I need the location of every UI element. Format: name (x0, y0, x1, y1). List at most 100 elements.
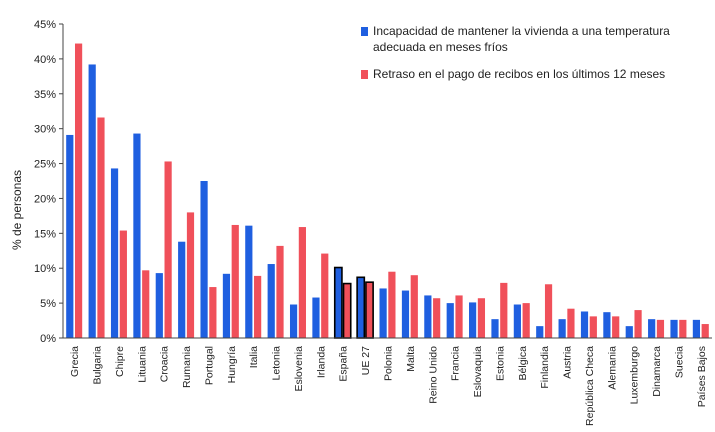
bar-temperatura (133, 133, 141, 338)
legend-label: Retraso en el pago de recibos en los últ… (373, 67, 665, 81)
bar-recibos (186, 212, 195, 338)
bar-temperatura (66, 134, 74, 338)
x-axis: Grecia Bulgaria Chipre Lituania Croacia Ruman… (63, 337, 712, 426)
bar-temperatura (312, 297, 320, 338)
bar-temperatura (469, 302, 477, 338)
bar-recibos (119, 230, 127, 338)
bar-recibos (97, 117, 105, 338)
bar-temperatura (446, 303, 454, 338)
bar-temperatura (625, 326, 633, 338)
bar-temperatura (424, 295, 432, 338)
bar-temperatura (603, 312, 611, 338)
y-tick-label: 35% (34, 89, 56, 101)
x-tick-label: Irlanda (315, 346, 327, 378)
x-tick-label: Luxemburgo (629, 346, 641, 405)
x-tick-label: Portugal (203, 346, 215, 385)
bar-recibos (388, 271, 396, 338)
x-tick-label: Alemania (606, 346, 618, 390)
y-axis: 0% 5% 10% 15% 20% 25% 30% 35% 40% 45% (34, 19, 64, 345)
bar-temperatura (692, 319, 701, 338)
bar-recibos (342, 282, 352, 339)
x-tick-label: España (338, 346, 350, 382)
x-tick-label: Polonia (383, 346, 395, 381)
bar-recibos (567, 308, 575, 338)
bar-temperatura (222, 273, 231, 338)
bar-recibos (589, 316, 597, 338)
bar-recibos (679, 319, 687, 338)
bar-recibos (209, 287, 217, 338)
x-tick-label: República Checa (584, 346, 596, 426)
bar-recibos (164, 161, 172, 338)
legend: Incapacidad de mantener la vivienda a un… (361, 24, 670, 81)
bar-recibos (500, 282, 508, 338)
bar-temperatura (333, 266, 343, 339)
legend-swatch (361, 70, 368, 79)
x-tick-label: Italia (248, 346, 260, 368)
x-tick-label: Grecia (69, 346, 81, 377)
bar-recibos (231, 224, 239, 338)
x-tick-label: Rumania (181, 346, 193, 388)
bar-temperatura (580, 311, 589, 338)
y-tick-label: 45% (34, 19, 56, 31)
bar-recibos (433, 298, 441, 338)
y-tick-label: 0% (40, 333, 56, 345)
x-tick-label: Estonia (494, 346, 506, 381)
x-tick-label: Reino Unido (427, 346, 439, 404)
legend-swatch (361, 27, 368, 36)
y-tick-label: 15% (34, 228, 56, 240)
x-tick-label: Eslovenia (293, 346, 305, 392)
bar-temperatura (88, 64, 96, 339)
bar-recibos (522, 303, 530, 338)
bar-temperatura (491, 319, 499, 338)
bar-temperatura (379, 288, 387, 338)
bar-temperatura (401, 290, 410, 338)
bar-recibos (254, 275, 262, 338)
x-tick-label: Bulgaria (92, 346, 104, 385)
bar-temperatura (267, 264, 275, 338)
bar-temperatura (536, 326, 544, 338)
x-tick-label: Dinamarca (651, 346, 663, 397)
x-tick-label: Croacia (159, 346, 171, 382)
bar-recibos (365, 281, 374, 339)
x-tick-label: Eslovaquia (472, 346, 484, 398)
y-tick-label: 25% (34, 159, 56, 171)
x-tick-label: Suecia (673, 346, 685, 378)
y-axis-title: % de personas (10, 170, 24, 250)
bar-recibos (455, 295, 463, 338)
legend-label: Incapacidad de mantener la vivienda a un… (373, 24, 670, 54)
bar-temperatura (356, 276, 366, 339)
bar-temperatura (200, 181, 208, 338)
y-tick-label: 5% (40, 298, 56, 310)
bar-recibos (656, 319, 665, 338)
x-tick-label: Chipre (114, 346, 126, 377)
bar-temperatura (110, 168, 119, 338)
x-tick-label: Hungría (226, 346, 238, 384)
bar-temperatura (648, 319, 656, 338)
bar-recibos (477, 298, 486, 338)
y-tick-label: 30% (34, 124, 56, 136)
bar-temperatura (558, 319, 566, 338)
bar-temperatura (289, 304, 298, 338)
bar-recibos (142, 270, 150, 338)
y-tick-label: 10% (34, 263, 56, 275)
x-tick-label: Lituania (136, 346, 148, 383)
bar-temperatura (178, 241, 186, 338)
bar-temperatura (245, 225, 253, 338)
bar-temperatura (670, 319, 678, 338)
bars (66, 43, 709, 339)
x-tick-label: Malta (405, 346, 417, 372)
bar-recibos (701, 324, 709, 338)
bar-recibos (74, 43, 83, 338)
x-tick-label: Austria (562, 346, 574, 379)
x-tick-label: Bélgica (517, 346, 529, 381)
x-tick-label: UE 27 (360, 346, 372, 375)
x-tick-label: Letonia (271, 346, 283, 381)
bar-recibos (410, 275, 418, 338)
bar-recibos (544, 284, 553, 338)
x-tick-label: Francia (450, 346, 462, 381)
bar-temperatura (155, 273, 163, 338)
bar-recibos (612, 316, 620, 338)
bar-recibos (298, 227, 306, 338)
